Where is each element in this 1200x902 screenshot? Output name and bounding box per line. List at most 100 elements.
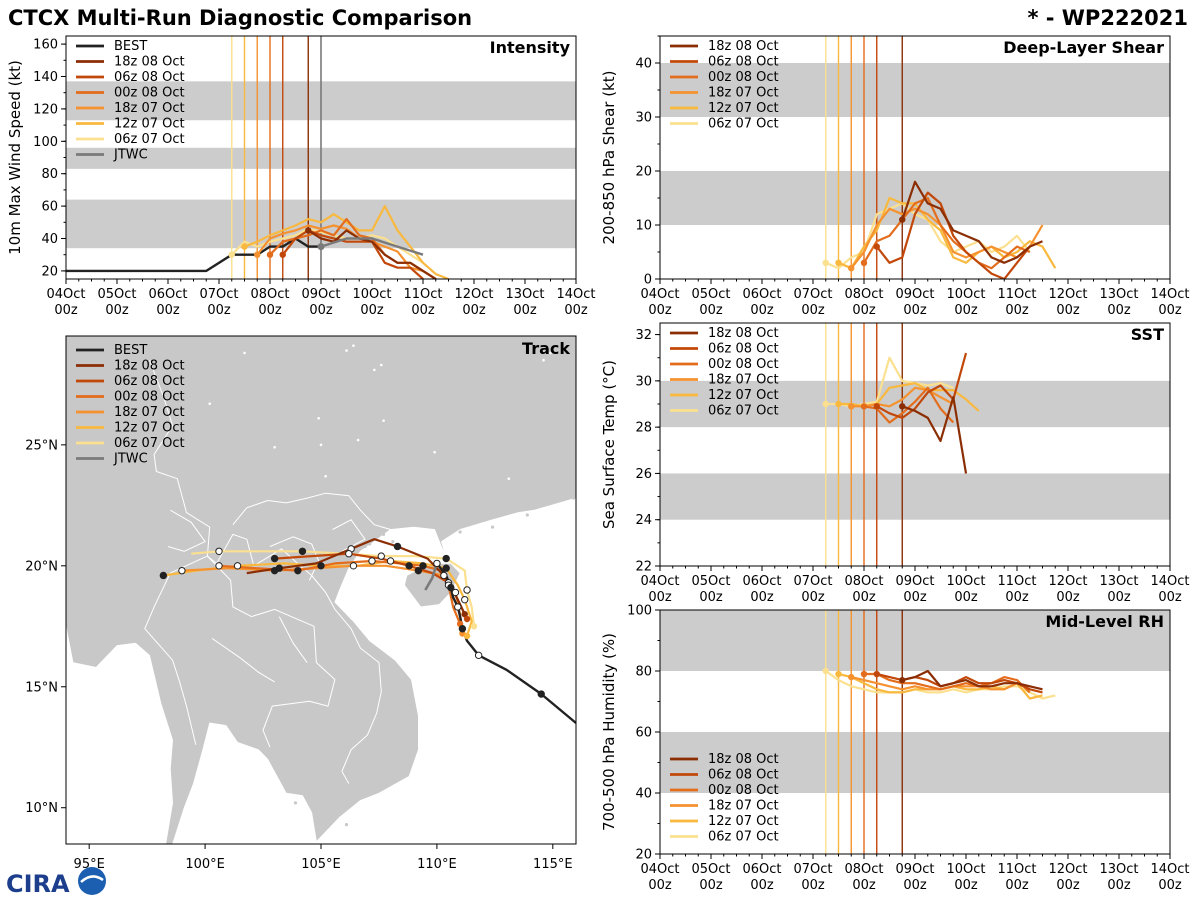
init-marker [860, 403, 868, 410]
x-tick-line: 07Oct [199, 287, 238, 302]
small-island [293, 801, 298, 805]
legend-label: 12z 07 Oct [708, 101, 779, 116]
x-tick-label: 09Oct 00z [895, 862, 934, 893]
x-tick-line: 09Oct [895, 862, 934, 877]
legend-label: 18z 07 Oct [114, 101, 185, 116]
y-tick-label: 100 [627, 604, 652, 619]
track-position-marker [461, 595, 469, 604]
track-position-marker [345, 550, 353, 558]
x-tick-label: 12Oct 00z [1048, 574, 1087, 605]
init-marker [822, 667, 829, 675]
best-track-line [66, 237, 321, 273]
series-line-06z-07-oct [825, 356, 954, 408]
x-tick-line: 00z [699, 303, 723, 318]
x-tick-line: 11Oct [403, 287, 442, 302]
x-tick-line: 00z [954, 303, 978, 318]
lake [208, 402, 212, 406]
x-tick-line: 00z [1056, 303, 1080, 318]
lake [319, 443, 323, 447]
x-tick-line: 14Oct [1150, 574, 1189, 589]
init-marker [873, 670, 880, 678]
y-tick-label: 26 [635, 467, 652, 482]
legend-label: 06z 07 Oct [708, 830, 779, 845]
x-tick-label: 12Oct 00z [454, 287, 493, 318]
track-init-marker [463, 615, 471, 623]
x-tick-label: 10Oct 00z [352, 287, 391, 318]
y-tick-label: 20 [635, 848, 652, 863]
track-position-marker [368, 557, 376, 565]
series-line-06z-08-oct [875, 191, 1031, 279]
x-tick-label: 14Oct 00z [1150, 574, 1189, 605]
map-area [66, 336, 576, 844]
legend-label: 06z 08 Oct [114, 70, 185, 85]
x-tick-line: 00z [360, 303, 384, 318]
track-init-marker [461, 610, 468, 618]
plot-area [66, 36, 576, 279]
legend-label: 06z 08 Oct [114, 374, 185, 389]
x-tick-label: 12Oct 00z [1048, 862, 1087, 893]
jtwc-marker [317, 243, 325, 251]
x-tick-line: 00z [852, 590, 876, 605]
best-position-marker [537, 690, 545, 698]
x-tick-line: 07Oct [793, 574, 832, 589]
x-tick-line: 12Oct [454, 287, 493, 302]
y-tick-label: 30 [635, 374, 652, 389]
plot-area [660, 323, 1170, 566]
x-tick-line: 00z [1005, 590, 1029, 605]
init-marker [279, 251, 286, 258]
init-marker [899, 216, 906, 223]
legend-label: 12z 07 Oct [114, 421, 185, 436]
shaded-band [660, 473, 1170, 520]
logo-text: CIRA [6, 870, 70, 898]
lat-tick-label: 25°N [25, 438, 58, 453]
x-tick-line: 13Oct [505, 287, 544, 302]
x-tick-line: 12Oct [1048, 862, 1087, 877]
x-tick-line: 00z [903, 878, 927, 893]
legend-label: 00z 08 Oct [708, 357, 779, 372]
legend-label: 00z 08 Oct [114, 390, 185, 405]
x-tick-line: 00z [750, 303, 774, 318]
init-marker [873, 243, 880, 250]
x-tick-label: 14Oct 00z [1150, 287, 1189, 318]
x-tick-line: 11Oct [997, 574, 1036, 589]
track-position-marker [440, 571, 448, 580]
x-tick-line: 00z [564, 303, 588, 318]
best-position-marker [474, 651, 483, 660]
track-position-marker [414, 566, 423, 575]
lon-tick-label: 105°E [301, 857, 341, 872]
track-position-marker [386, 557, 395, 565]
track-position-marker [451, 588, 460, 597]
lake [433, 450, 436, 454]
x-tick-line: 05Oct [691, 574, 730, 589]
x-tick-label: 13Oct 00z [505, 287, 544, 318]
track-position-marker [298, 547, 307, 555]
x-tick-label: 08Oct 00z [844, 862, 883, 893]
init-marker [848, 265, 855, 272]
x-tick-line: 08Oct [844, 574, 883, 589]
track-init-marker [470, 623, 478, 630]
x-tick-label: 13Oct 00z [1099, 862, 1138, 893]
lat-tick-label: 20°N [25, 559, 58, 574]
legend-label: 06z 07 Oct [708, 117, 779, 132]
y-tick-label: 80 [41, 167, 58, 182]
legend-label: 12z 07 Oct [708, 814, 779, 829]
series-line-06z-07-oct [825, 670, 1056, 700]
legend-label: 18z 08 Oct [708, 752, 779, 767]
x-tick-label: 11Oct 00z [997, 862, 1036, 893]
x-tick-label: 05Oct 00z [691, 574, 730, 605]
x-tick-line: 00z [1158, 590, 1182, 605]
x-tick-line: 10Oct [946, 287, 985, 302]
small-island [572, 496, 576, 500]
x-tick-line: 00z [1056, 878, 1080, 893]
x-tick-line: 00z [411, 303, 435, 318]
best-position-marker [454, 603, 462, 611]
x-tick-line: 00z [954, 590, 978, 605]
land-mass [66, 336, 576, 844]
x-tick-line: 00z [750, 590, 774, 605]
series-line-18z-07-oct [850, 207, 1044, 269]
small-island [381, 532, 386, 536]
x-tick-label: 09Oct 00z [301, 287, 340, 318]
panel-track: 95°E 100°E 105°E 110°E 115°E10°N15°N20°N25°N… [25, 335, 577, 872]
x-tick-line: 13Oct [1099, 287, 1138, 302]
